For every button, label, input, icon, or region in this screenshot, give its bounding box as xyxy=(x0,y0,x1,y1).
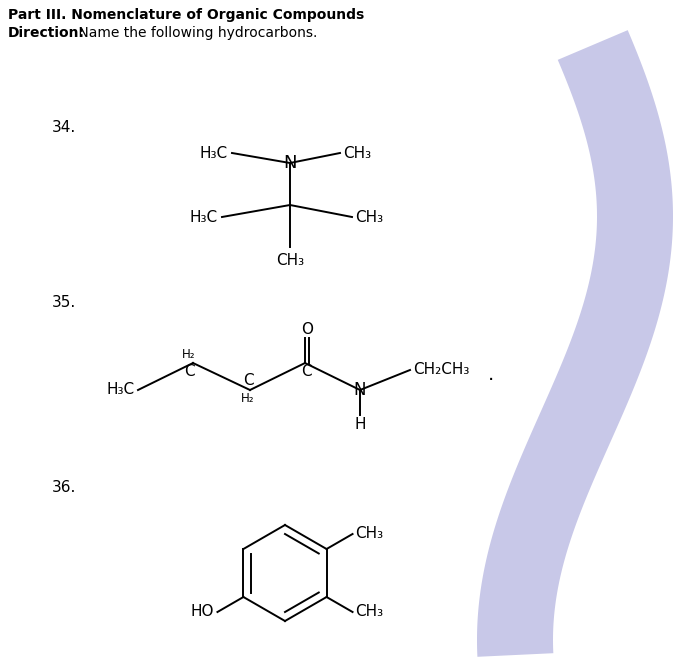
Text: C: C xyxy=(243,373,253,388)
Text: H: H xyxy=(354,417,366,432)
Text: 35.: 35. xyxy=(52,295,76,310)
Text: CH₃: CH₃ xyxy=(355,527,384,541)
Text: C: C xyxy=(184,364,194,379)
Text: CH₃: CH₃ xyxy=(355,605,384,619)
Text: H₃C: H₃C xyxy=(107,382,135,398)
Text: H₂: H₂ xyxy=(183,348,196,361)
Text: CH₂CH₃: CH₂CH₃ xyxy=(413,362,469,378)
Text: .: . xyxy=(488,366,494,384)
Text: N: N xyxy=(354,381,366,399)
Text: H₃C: H₃C xyxy=(200,145,228,161)
Text: 34.: 34. xyxy=(52,120,76,135)
Text: C: C xyxy=(301,364,312,379)
Polygon shape xyxy=(477,30,673,657)
Text: N: N xyxy=(283,154,297,172)
Text: Part III. Nomenclature of Organic Compounds: Part III. Nomenclature of Organic Compou… xyxy=(8,8,364,22)
Text: CH₃: CH₃ xyxy=(355,210,383,224)
Text: CH₃: CH₃ xyxy=(343,145,371,161)
Text: 36.: 36. xyxy=(52,480,76,495)
Text: H₃C: H₃C xyxy=(190,210,218,224)
Text: Name the following hydrocarbons.: Name the following hydrocarbons. xyxy=(74,26,317,40)
Text: O: O xyxy=(301,322,313,337)
Text: HO: HO xyxy=(191,605,214,619)
Text: H₂: H₂ xyxy=(242,392,255,405)
Text: Direction:: Direction: xyxy=(8,26,85,40)
Text: CH₃: CH₃ xyxy=(276,253,304,268)
